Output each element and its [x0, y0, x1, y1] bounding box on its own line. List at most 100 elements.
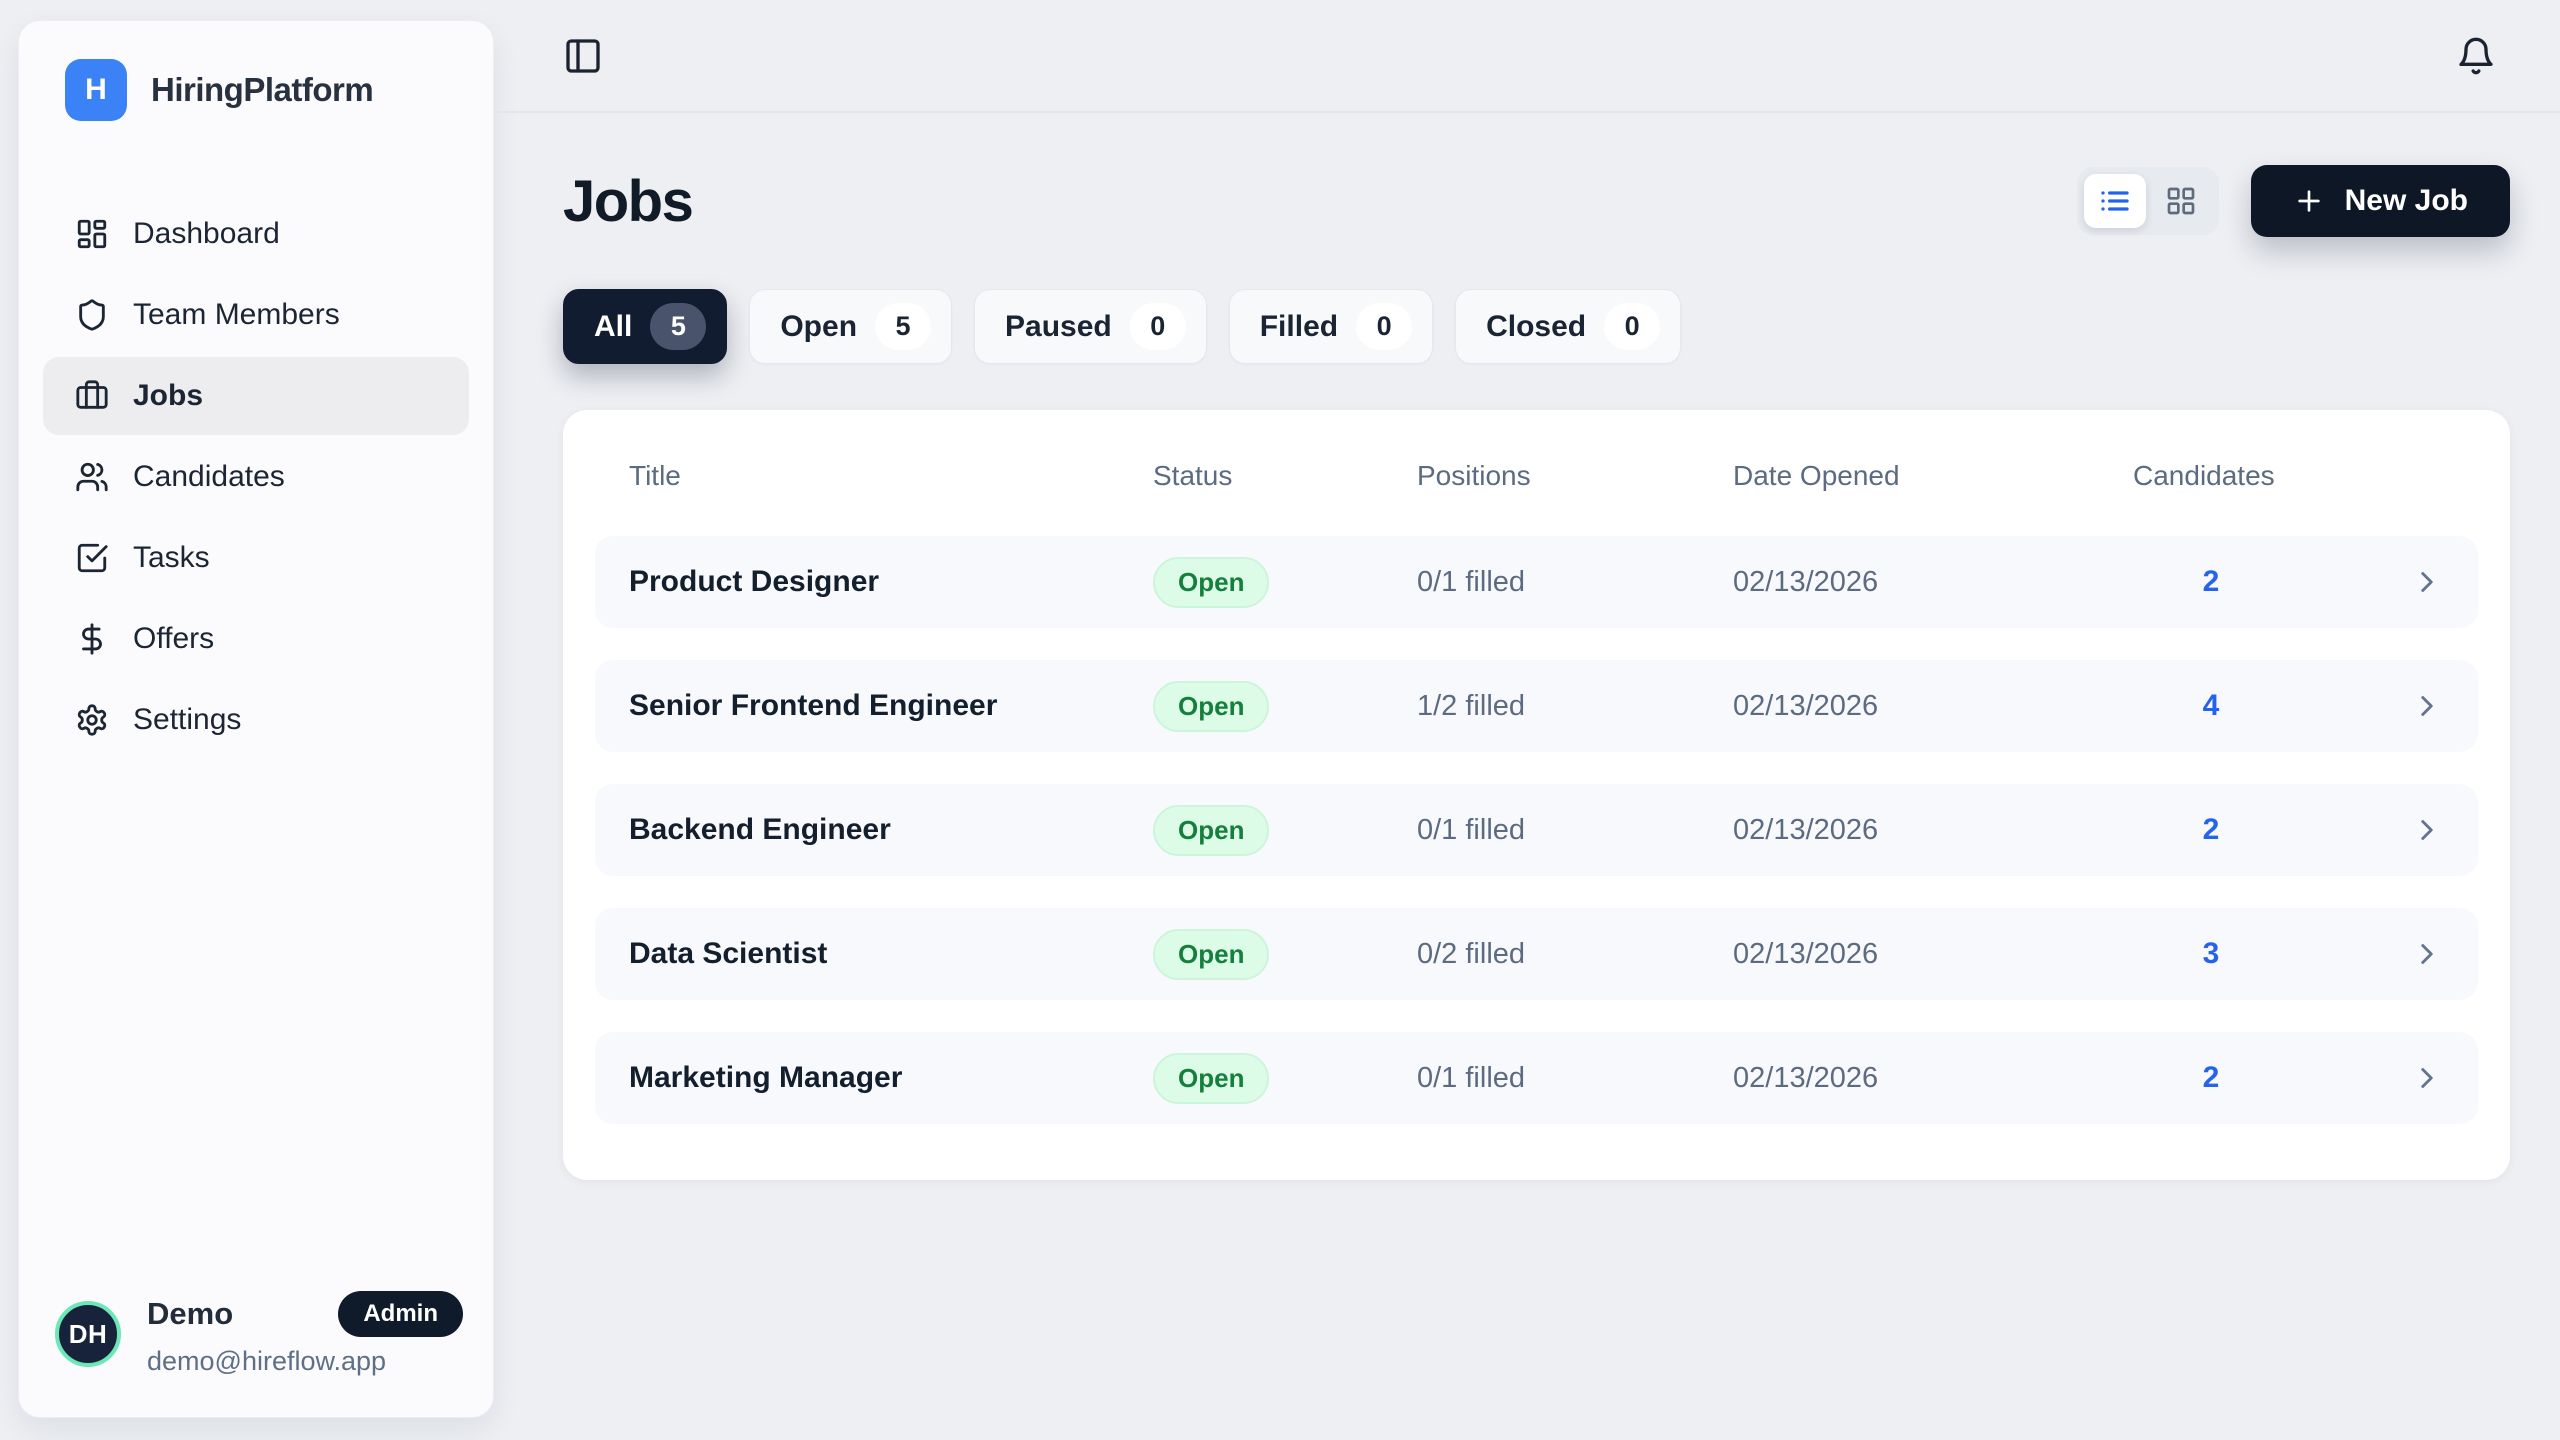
sidebar-item-label: Jobs [133, 379, 204, 412]
sidebar: H HiringPlatform Dashboard Team Members [18, 20, 494, 1418]
filter-count-badge: 0 [1356, 303, 1413, 350]
grid-icon [2165, 185, 2197, 217]
chevron-right-icon [2410, 565, 2444, 599]
candidates-cell: 3 [2202, 937, 2220, 970]
sidebar-item-team-members[interactable]: Team Members [43, 276, 469, 354]
list-icon [2099, 185, 2131, 217]
dollar-icon [75, 622, 109, 656]
filter-label: Closed [1486, 309, 1587, 343]
filter-count-badge: 5 [650, 303, 707, 350]
page-title: Jobs [563, 168, 694, 234]
table-row[interactable]: Data Scientist Open 0/2 filled 02/13/202… [595, 908, 2478, 1000]
user-email: demo@hireflow.app [147, 1346, 387, 1376]
user-profile[interactable]: DH Demo Admin demo@hireflow.app [43, 1291, 469, 1377]
sidebar-toggle-button[interactable] [563, 36, 603, 76]
sidebar-item-dashboard[interactable]: Dashboard [43, 195, 469, 273]
brand-logo: H [65, 59, 127, 121]
candidates-cell: 2 [2202, 813, 2220, 846]
candidates-cell: 2 [2202, 565, 2220, 598]
table-body: Product Designer Open 0/1 filled 02/13/2… [595, 536, 2478, 1124]
filter-label: All [594, 309, 633, 343]
avatar: DH [55, 1301, 121, 1367]
sidebar-item-offers[interactable]: Offers [43, 600, 469, 678]
panel-left-icon [563, 36, 603, 76]
date-opened-cell: 02/13/2026 [1733, 565, 1879, 598]
positions-cell: 0/1 filled [1417, 565, 1526, 598]
table-row[interactable]: Product Designer Open 0/1 filled 02/13/2… [595, 536, 2478, 628]
filter-count-badge: 0 [1604, 303, 1661, 350]
user-info: Demo Admin demo@hireflow.app [147, 1291, 463, 1377]
brand-logo-letter: H [85, 73, 107, 106]
list-view-button[interactable] [2083, 174, 2146, 228]
main-area: Jobs [494, 0, 2560, 1440]
positions-cell: 0/1 filled [1417, 1061, 1526, 1094]
sidebar-item-tasks[interactable]: Tasks [43, 519, 469, 597]
job-title: Backend Engineer [629, 813, 891, 846]
job-title: Data Scientist [629, 937, 828, 970]
grid-view-button[interactable] [2150, 174, 2212, 228]
job-title: Senior Frontend Engineer [629, 689, 998, 722]
table-row[interactable]: Backend Engineer Open 0/1 filled 02/13/2… [595, 784, 2478, 876]
briefcase-icon [75, 379, 109, 413]
column-header-positions: Positions [1417, 460, 1531, 491]
date-opened-cell: 02/13/2026 [1733, 689, 1879, 722]
filter-open[interactable]: Open 5 [749, 289, 953, 364]
status-badge: Open [1153, 556, 1270, 608]
filter-paused[interactable]: Paused 0 [974, 289, 1207, 364]
job-title: Marketing Manager [629, 1061, 903, 1094]
status-badge: Open [1153, 804, 1270, 856]
content: Jobs [494, 113, 2560, 1180]
sidebar-item-label: Offers [133, 622, 215, 655]
table-row[interactable]: Marketing Manager Open 0/1 filled 02/13/… [595, 1032, 2478, 1124]
sidebar-item-candidates[interactable]: Candidates [43, 438, 469, 516]
status-badge: Open [1153, 680, 1270, 732]
table-row[interactable]: Senior Frontend Engineer Open 1/2 filled… [595, 660, 2478, 752]
filter-all[interactable]: All 5 [563, 289, 728, 364]
chevron-right-icon [2410, 1061, 2444, 1095]
status-badge: Open [1153, 928, 1270, 980]
filter-count-badge: 0 [1129, 303, 1186, 350]
user-name: Demo [147, 1296, 234, 1331]
column-header-date-opened: Date Opened [1733, 460, 1900, 491]
bell-icon [2456, 36, 2496, 76]
sidebar-item-label: Dashboard [133, 217, 280, 250]
filter-count-badge: 5 [875, 303, 932, 350]
positions-cell: 0/1 filled [1417, 813, 1526, 846]
view-toggle [2076, 167, 2219, 235]
sidebar-nav: Dashboard Team Members Jobs Candidates [43, 195, 469, 759]
chevron-right-icon [2410, 937, 2444, 971]
jobs-table-card: Title Status Positions Date Opened Candi… [563, 410, 2510, 1180]
notifications-button[interactable] [2456, 36, 2496, 76]
sidebar-item-settings[interactable]: Settings [43, 681, 469, 759]
sidebar-item-label: Settings [133, 703, 242, 736]
table-header: Title Status Positions Date Opened Candi… [595, 448, 2478, 536]
gear-icon [75, 703, 109, 737]
filter-filled[interactable]: Filled 0 [1228, 289, 1434, 364]
filter-label: Open [780, 309, 858, 343]
page-head: Jobs [563, 165, 2510, 237]
sidebar-item-label: Tasks [133, 541, 210, 574]
dashboard-icon [75, 217, 109, 251]
positions-cell: 0/2 filled [1417, 937, 1526, 970]
avatar-initials: DH [68, 1318, 108, 1349]
chevron-right-icon [2410, 813, 2444, 847]
plus-icon [2293, 185, 2325, 217]
date-opened-cell: 02/13/2026 [1733, 813, 1879, 846]
sidebar-item-label: Team Members [133, 298, 340, 331]
sidebar-item-jobs[interactable]: Jobs [43, 357, 469, 435]
positions-cell: 1/2 filled [1417, 689, 1526, 722]
status-filters: All 5 Open 5 Paused 0 Filled 0 Closed [563, 289, 2510, 364]
brand-name: HiringPlatform [151, 71, 374, 108]
filter-closed[interactable]: Closed 0 [1455, 289, 1682, 364]
column-header-title: Title [629, 460, 681, 491]
filter-label: Paused [1005, 309, 1112, 343]
status-badge: Open [1153, 1052, 1270, 1104]
date-opened-cell: 02/13/2026 [1733, 1061, 1879, 1094]
new-job-button[interactable]: New Job [2250, 165, 2510, 237]
topbar [494, 0, 2560, 113]
candidates-cell: 2 [2202, 1061, 2220, 1094]
shield-icon [75, 298, 109, 332]
role-badge: Admin [338, 1291, 463, 1337]
filter-label: Filled [1259, 309, 1339, 343]
